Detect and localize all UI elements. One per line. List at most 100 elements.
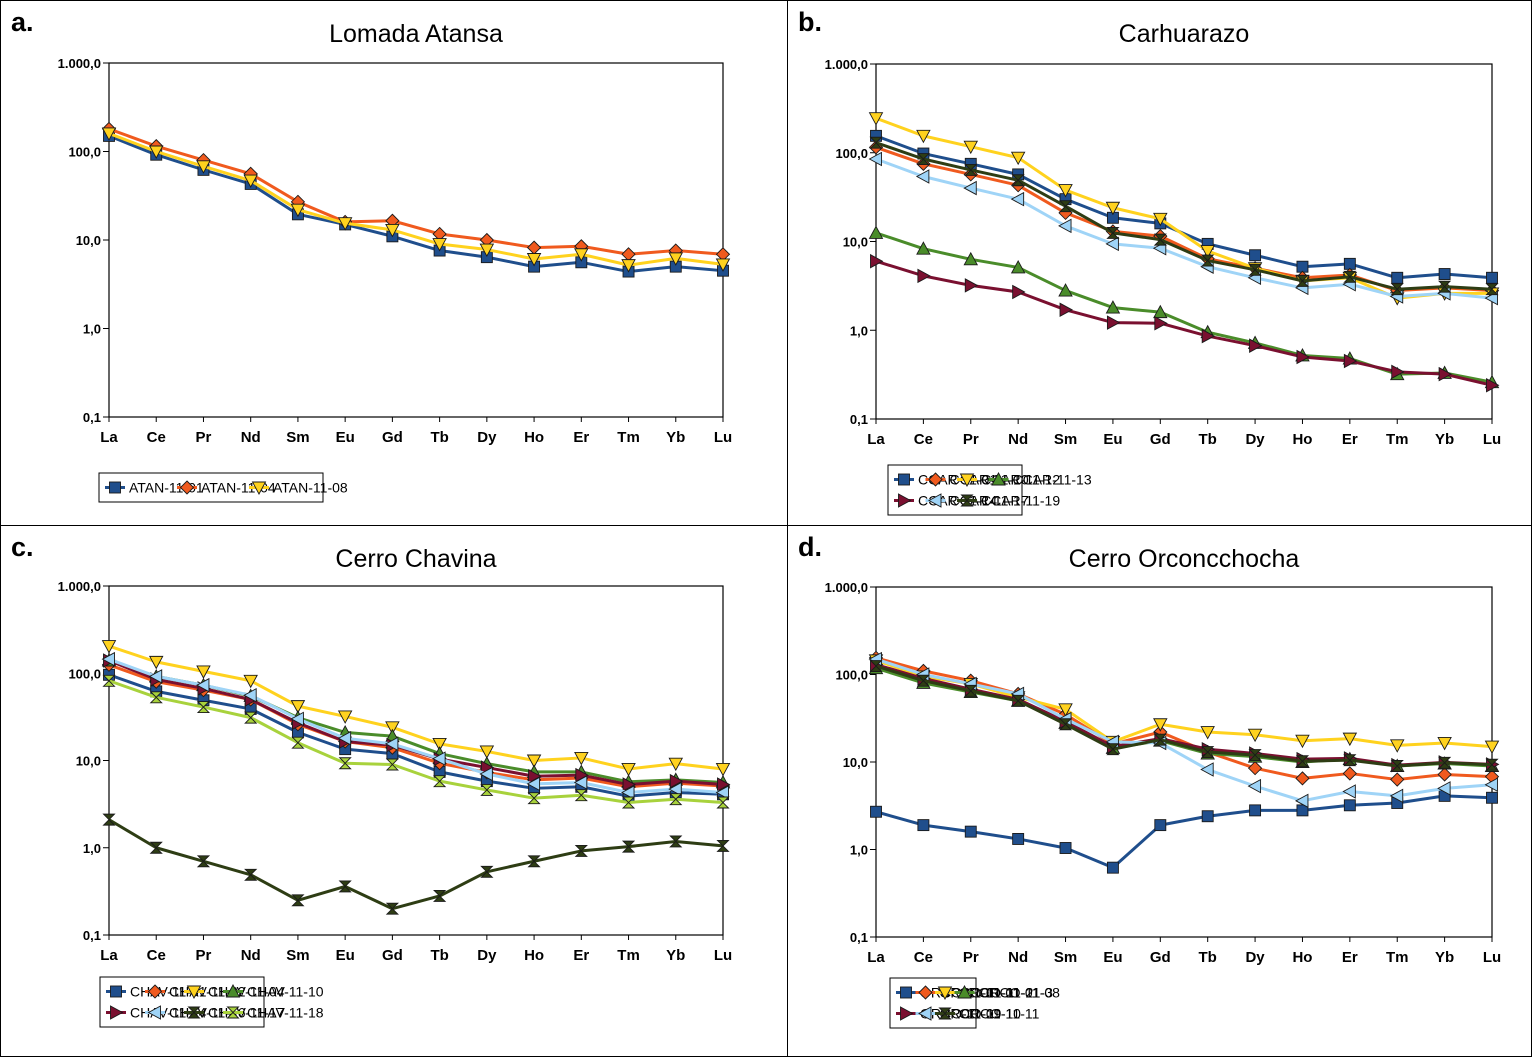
x-tick-label: Pr bbox=[963, 431, 979, 448]
series-line bbox=[875, 794, 1493, 870]
data-point bbox=[480, 865, 494, 878]
data-point bbox=[196, 160, 211, 174]
data-point bbox=[1011, 694, 1025, 707]
data-point bbox=[574, 789, 588, 802]
legend-box bbox=[99, 976, 265, 1028]
chart-svg-c: Cerro Chavina 0,1 1,0 10,0 100,0 1.000,0 La Ce P… bbox=[58, 545, 732, 1028]
x-tick-label: Gd bbox=[382, 947, 403, 964]
series-line bbox=[875, 656, 1493, 782]
x-tick-label: Dy bbox=[1245, 431, 1265, 448]
panel-letter: b. bbox=[798, 7, 822, 37]
data-point bbox=[527, 792, 541, 805]
data-point bbox=[1296, 804, 1309, 817]
x-tick-label: Tb bbox=[1199, 949, 1217, 966]
x-tick-label: Eu bbox=[1103, 431, 1122, 448]
data-point bbox=[964, 684, 978, 697]
data-point bbox=[1342, 784, 1356, 799]
legend-marker bbox=[179, 480, 195, 495]
x-tick-label: Er bbox=[573, 429, 589, 446]
x-tick-label: Tm bbox=[617, 429, 640, 446]
data-point bbox=[1106, 743, 1120, 756]
data-point bbox=[1153, 718, 1168, 732]
data-point bbox=[963, 180, 977, 196]
legend: CCAR-11-01CCAR-11-10CCAR-11-12CCAR-11-13… bbox=[887, 464, 1092, 516]
data-point bbox=[101, 651, 115, 667]
data-point bbox=[1391, 271, 1404, 284]
x-tick-label: Yb bbox=[1435, 949, 1454, 966]
data-point bbox=[196, 677, 210, 693]
legend-item: ORCO-11-01-3 bbox=[935, 985, 1053, 1001]
data-point bbox=[868, 225, 884, 239]
data-point bbox=[868, 151, 882, 167]
legend-marker bbox=[898, 473, 910, 486]
legend-marker bbox=[957, 985, 972, 999]
legend-marker bbox=[937, 986, 953, 1000]
chart-svg-d: Cerro Orconcchocha 0,1 1,0 10,0 100,0 1.000,0… bbox=[825, 545, 1501, 1029]
data-point bbox=[870, 253, 884, 269]
series-line bbox=[875, 259, 1493, 387]
data-point bbox=[1343, 270, 1357, 283]
data-point bbox=[669, 835, 683, 848]
legend-box bbox=[889, 977, 977, 1029]
data-point bbox=[669, 773, 684, 789]
chart-panel-c: c. Cerro Chavina 0,1 1,0 10,0 100,0 1.000,0 La… bbox=[0, 525, 788, 1057]
chart-title: Cerro Chavina bbox=[335, 545, 496, 573]
data-point bbox=[1105, 300, 1121, 314]
chart-title: Cerro Orconcchocha bbox=[1069, 545, 1300, 573]
legend-label: ORCO-11-10 bbox=[940, 1006, 1022, 1022]
data-point bbox=[102, 674, 116, 687]
series-CHAV-11-18 bbox=[102, 674, 730, 809]
data-point bbox=[669, 793, 683, 806]
legend-label: ORCO-11-01-3 bbox=[959, 985, 1053, 1001]
data-point bbox=[1485, 283, 1499, 296]
legend-item: CHAV-11-17 bbox=[184, 1005, 285, 1021]
x-tick-label: Er bbox=[573, 947, 589, 964]
data-point bbox=[574, 751, 589, 766]
data-point bbox=[290, 711, 304, 727]
data-point bbox=[1200, 762, 1214, 777]
legend-item: ORCO-11-08 bbox=[954, 985, 1060, 1001]
plot-area bbox=[875, 63, 1493, 420]
x-tick-label: Ho bbox=[524, 947, 544, 964]
x-tick-label: Nd bbox=[241, 429, 261, 446]
y-tick-label: 10,0 bbox=[843, 755, 868, 770]
data-point bbox=[869, 136, 883, 149]
legend-marker bbox=[147, 1005, 161, 1020]
x-tick-label: Gd bbox=[1150, 431, 1171, 448]
legend-item: CHAV-11-16 bbox=[145, 1005, 246, 1021]
y-tick-label: 100,0 bbox=[835, 146, 868, 161]
series-line bbox=[108, 679, 724, 805]
legend-item: CHAV-11-18 bbox=[223, 1005, 324, 1021]
legend-marker bbox=[928, 493, 942, 508]
data-point bbox=[433, 775, 447, 788]
x-tick-label: Tm bbox=[1386, 949, 1409, 966]
data-point bbox=[1058, 184, 1073, 198]
data-point bbox=[244, 711, 258, 724]
data-point bbox=[668, 252, 684, 266]
legend-label: CCAR-11-19 bbox=[981, 493, 1060, 509]
data-point bbox=[337, 217, 353, 231]
data-point bbox=[148, 145, 164, 159]
x-tick-label: Ho bbox=[1292, 431, 1312, 448]
legend-marker bbox=[186, 985, 202, 999]
series-ORCO-11-01-1 bbox=[870, 789, 1498, 874]
legend-label: CCAR-11-13 bbox=[1013, 472, 1092, 488]
data-point bbox=[479, 243, 495, 257]
data-point bbox=[432, 238, 447, 252]
data-point bbox=[479, 766, 493, 782]
x-tick-label: Tb bbox=[430, 947, 448, 964]
series-line bbox=[108, 127, 724, 256]
x-tick-label: Yb bbox=[666, 429, 685, 446]
x-tick-label: Ho bbox=[524, 429, 544, 446]
series-line bbox=[108, 673, 724, 798]
data-point bbox=[1010, 260, 1026, 274]
data-point bbox=[1154, 819, 1167, 832]
x-tick-label: La bbox=[100, 429, 118, 446]
data-point bbox=[1391, 364, 1405, 380]
x-tick-label: Eu bbox=[336, 429, 355, 446]
data-point bbox=[1438, 268, 1451, 280]
x-tick-label: Dy bbox=[477, 947, 497, 964]
x-tick-label: Lu bbox=[1483, 431, 1501, 448]
data-point bbox=[1059, 302, 1073, 318]
